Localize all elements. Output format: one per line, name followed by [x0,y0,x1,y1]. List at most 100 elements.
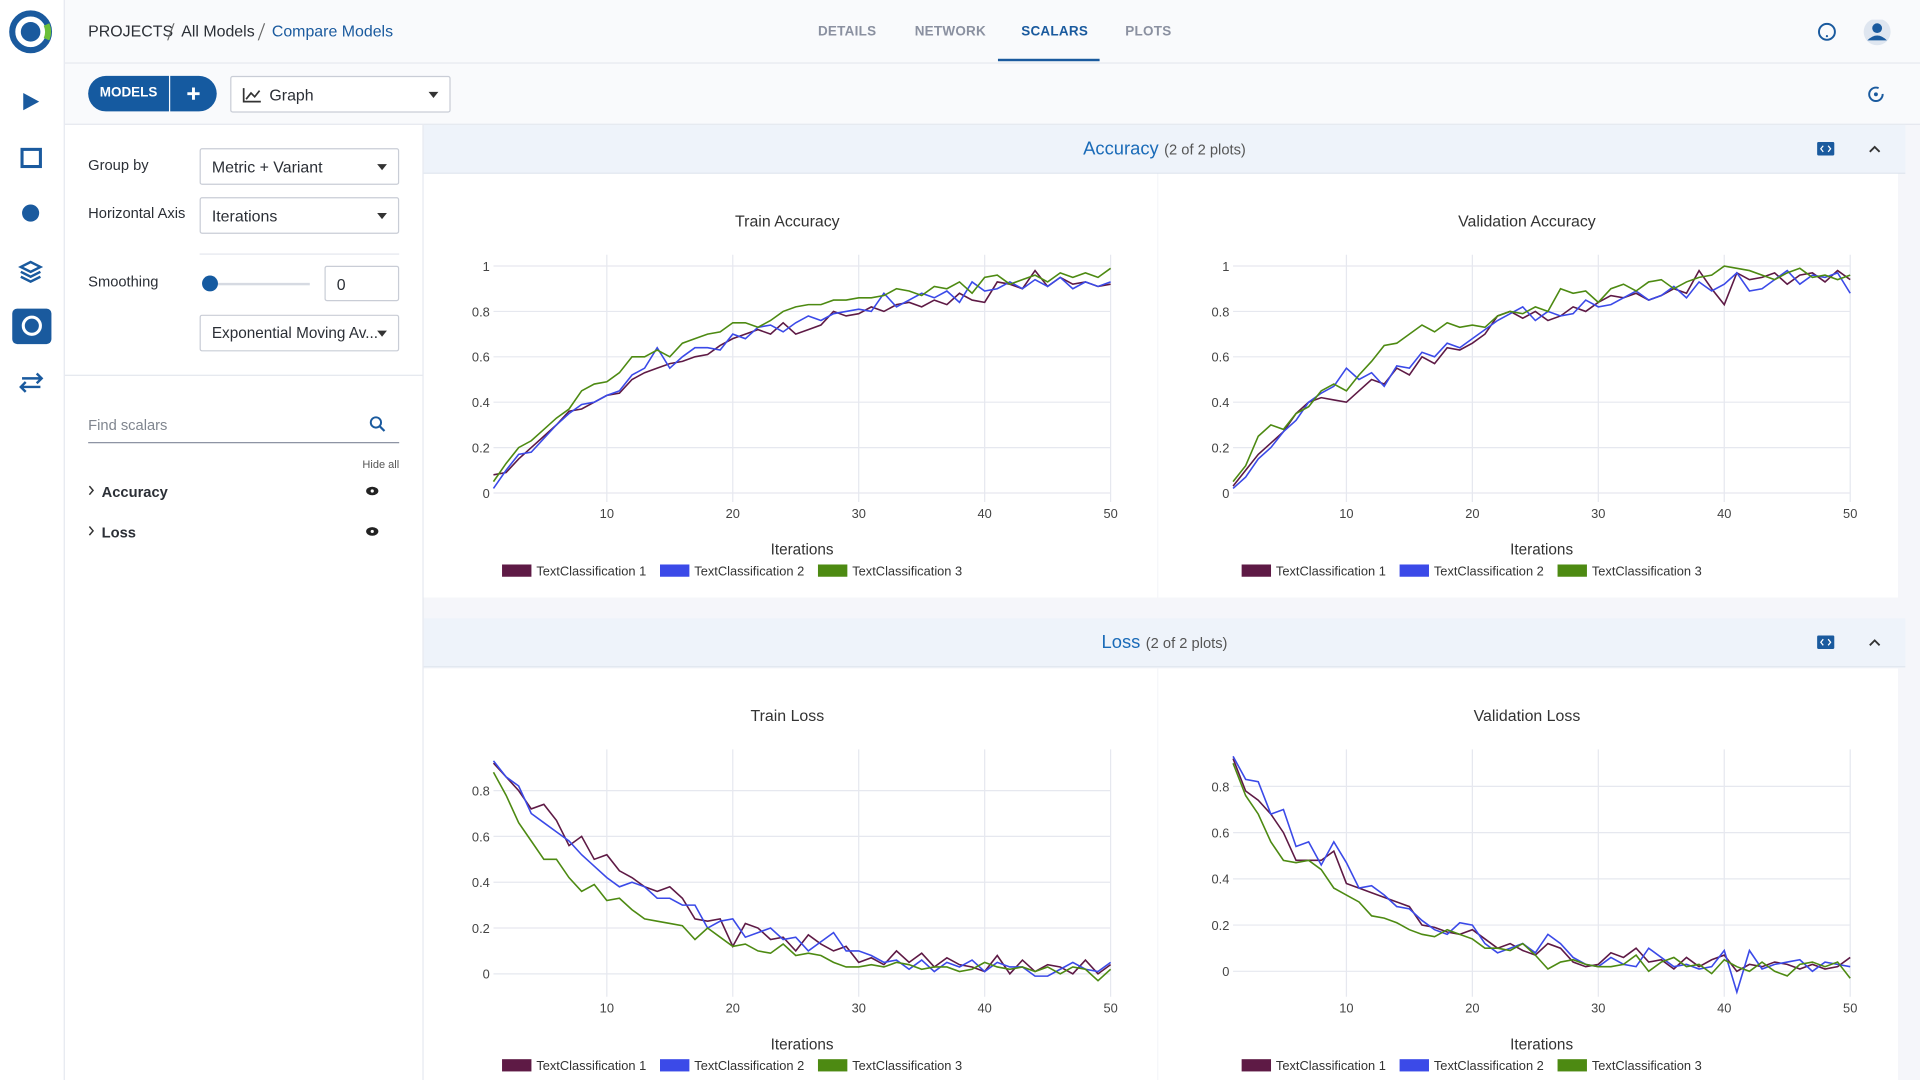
top-bar: PROJECTS All Models Compare Models DETAI… [64,0,1920,64]
y-tick-label: 0.4 [472,395,490,410]
plot-panel [423,173,1158,598]
search-handle [378,425,386,432]
group-by-select[interactable]: Metric + Variant [199,148,400,185]
nav-datasets[interactable] [20,147,42,169]
tab[interactable]: NETWORK [914,24,987,40]
legend-label: TextClassification 1 [536,1058,646,1073]
chevron[interactable] [88,526,95,536]
toolbar: MODELS Graph [64,63,1920,125]
refresh-icon[interactable] [1866,84,1886,104]
chart-title: Train Loss [751,708,825,725]
chart: Validation Loss 0 0.2 0.4 0.6 0.8 10 20 30 40 50 It… [1212,708,1858,1073]
models-button[interactable]: MODELS [88,75,169,112]
nav-layers[interactable] [18,260,44,284]
x-tick-label: 20 [726,1001,740,1016]
x-tick-label: 10 [1339,1001,1353,1016]
caret [377,164,387,171]
y-tick-label: 0.4 [472,875,490,890]
add-model-button[interactable] [170,75,217,112]
x-tick-label: 30 [1591,506,1605,521]
collapse-icon[interactable] [1869,639,1881,646]
tab[interactable]: PLOTS [1125,24,1172,40]
breadcrumb-separator [257,23,266,41]
chart: Train Loss 0 0.2 0.4 0.6 0.8 10 20 30 40 50 Iterati… [472,708,1118,1073]
y-tick-label: 1 [1222,259,1229,274]
metric-item[interactable]: Loss [101,524,136,542]
hide-all[interactable]: Hide all [362,457,400,471]
collapse-icon[interactable] [1869,145,1881,153]
section-header[interactable]: Loss (2 of 2 plots) [423,618,1906,668]
embed-icon[interactable] [1817,142,1835,156]
section-icons [1817,635,1881,649]
chevron[interactable] [88,485,95,496]
series-line [1232,755,1851,995]
x-tick-label: 10 [600,1001,614,1016]
axis-label: Horizontal Axis [88,204,186,222]
breadcrumb-current: Compare Models [271,22,394,41]
search-underline [88,442,400,444]
series-line [1232,269,1851,487]
axis-select[interactable]: Iterations [199,197,400,234]
series-line [1232,269,1851,490]
y-tick-label: 1 [483,259,490,274]
section-header[interactable]: Accuracy (2 of 2 plots) [423,124,1906,174]
x-tick-label: 50 [1103,1001,1117,1016]
nav-models-active[interactable] [12,308,52,345]
x-tick-label: 20 [1465,506,1479,521]
nav-deploy[interactable] [22,204,40,222]
slider-thumb[interactable] [202,275,218,292]
y-tick-label: 0.4 [1212,872,1230,887]
y-tick-label: 0 [483,486,490,501]
metric-icons [88,485,379,536]
metric-item[interactable]: Accuracy [101,483,168,501]
legend-label: TextClassification 3 [852,564,962,579]
legend-swatch [502,564,532,577]
x-tick-label: 20 [1465,1001,1479,1016]
x-tick-label: 40 [978,1001,992,1016]
breadcrumb-all-models[interactable]: All Models [181,22,255,41]
section-title: Accuracy [1083,138,1159,160]
embed-icon[interactable] [1817,635,1835,649]
tab[interactable]: DETAILS [817,24,877,40]
x-tick-label: 30 [852,1001,866,1016]
logo-accent [43,23,52,41]
smoothing-method-value: Exponential Moving Av... [211,324,379,342]
x-axis-title: Iterations [771,1036,834,1053]
y-tick-label: 0.6 [472,829,490,844]
chart: Train Accuracy 0 0.2 0.4 0.6 0.8 1 10 20 30 40 50 It… [472,214,1118,579]
help-icon[interactable] [1817,22,1836,41]
series-line [492,267,1112,483]
smoothing-input[interactable]: 0 [324,265,400,302]
nav-pipelines[interactable] [23,93,40,111]
view-select[interactable]: Graph [230,75,451,113]
nav-bar [0,0,65,1080]
series-line [492,762,1112,976]
x-axis-title: Iterations [1510,1036,1573,1053]
legend-label: TextClassification 3 [1592,564,1702,579]
y-tick-label: 0.2 [1212,440,1230,455]
eye-pupil [370,529,374,534]
series-line [492,276,1111,489]
nav-reports[interactable] [19,372,44,393]
x-tick-label: 50 [1103,506,1117,521]
search-placeholder[interactable]: Find scalars [88,416,168,434]
x-axis-title: Iterations [1510,542,1573,559]
x-tick-label: 10 [1339,506,1353,521]
breadcrumb-projects[interactable]: PROJECTS [88,22,174,41]
legend-swatch [1399,1059,1429,1072]
x-tick-label: 40 [1717,506,1731,521]
chart-title: Train Accuracy [735,214,840,231]
x-tick-label: 30 [1591,1001,1605,1016]
tab-active[interactable]: SCALARS [1021,24,1089,40]
x-tick-label: 20 [726,506,740,521]
legend-label: TextClassification 1 [1276,564,1386,579]
search-icon[interactable] [369,415,386,432]
divider [199,253,400,255]
smoothing-method-select[interactable]: Exponential Moving Av... [199,314,400,352]
section-count: (2 of 2 plots) [1164,140,1246,158]
y-tick-label: 0.8 [1212,779,1230,794]
plot-panel [423,668,1158,1080]
group-by-label: Group by [88,156,149,174]
